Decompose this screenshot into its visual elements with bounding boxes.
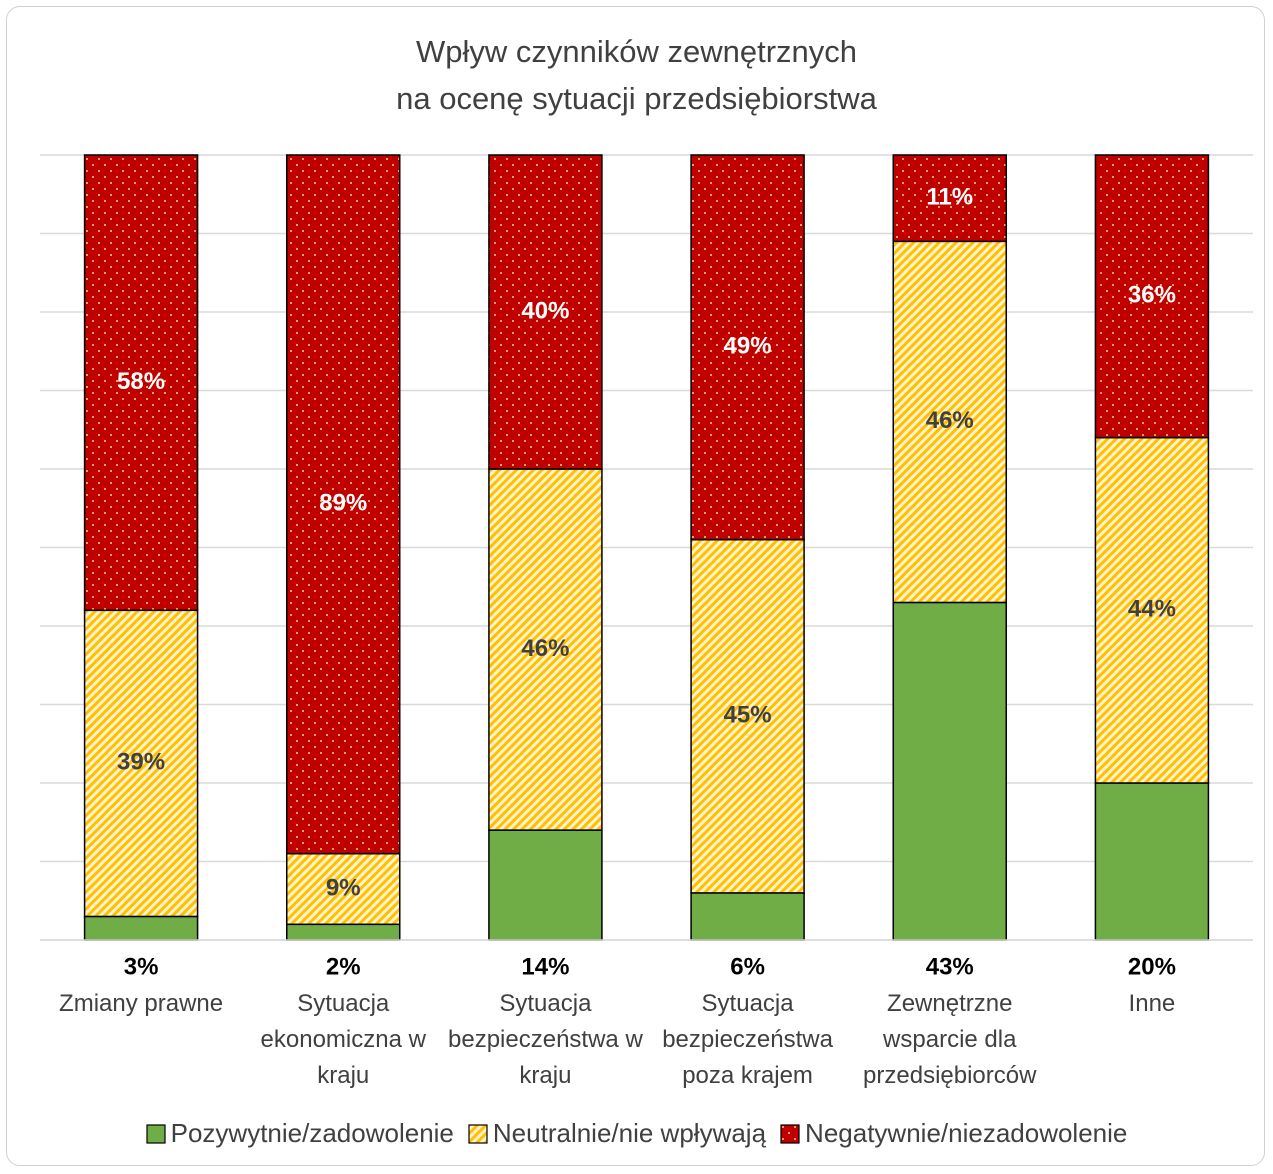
bar-segment (286, 852, 401, 926)
x-tick-label: Sytuacja bezpieczeństwa poza krajem (662, 990, 833, 1089)
value-label: 36% (1128, 282, 1176, 309)
legend-label: Neutralnie/nie wpływają (492, 1118, 767, 1148)
bar-segment (892, 240, 1007, 604)
legend-label: Negatywnie/niezadowolenie (805, 1118, 1128, 1148)
bar-segment (892, 601, 1007, 941)
value-label: 49% (724, 333, 772, 360)
chart-card (6, 6, 1265, 1166)
x-tick-label: Inne (1128, 990, 1176, 1017)
value-label: 14% (521, 953, 569, 980)
value-label: 44% (1128, 596, 1176, 623)
bar-segment (1094, 436, 1210, 784)
legend-label: Pozywytnie/zadowolenie (170, 1118, 454, 1148)
bar-segment (690, 538, 805, 894)
bar-segment (286, 923, 401, 941)
bar-segment (1094, 782, 1210, 941)
value-label: 9% (326, 874, 361, 901)
bar-segment (690, 154, 805, 541)
value-label: 45% (724, 702, 772, 729)
bar-segment (488, 468, 603, 831)
bar-segment (286, 154, 401, 855)
x-tick-label: Zmiany prawne (59, 990, 224, 1017)
legend-swatch (780, 1123, 800, 1144)
x-tick-label: Sytuacja ekonomiczna w kraju (260, 990, 426, 1089)
chart-title: Wpływ czynników zewnętrznych na ocenę sy… (396, 34, 877, 116)
value-label: 58% (117, 368, 165, 395)
x-tick-label: Zewnętrzne wsparcie dla przedsiębiorców (863, 990, 1037, 1089)
value-label: 3% (124, 953, 159, 980)
bar-segment (1094, 154, 1210, 439)
value-label: 11% (926, 184, 973, 211)
value-label: 40% (521, 297, 569, 324)
legend: Pozywytnie/zadowolenie Neutralnie/nie wpł… (0, 1118, 1273, 1149)
value-label: 20% (1128, 953, 1176, 980)
bar-segment (83, 609, 199, 918)
value-label: 6% (730, 953, 765, 980)
value-label: 2% (326, 953, 361, 980)
x-tick-label: Sytuacja bezpieczeństwa w kraju (448, 990, 643, 1089)
bar-segment (690, 892, 805, 941)
bar-segment (83, 154, 199, 612)
legend-item: Neutralnie/nie wpływają (468, 1118, 766, 1149)
bar-segment (488, 829, 603, 941)
value-label: 43% (926, 953, 974, 980)
legend-swatch (468, 1123, 488, 1144)
legend-swatch-rect (146, 1123, 166, 1144)
legend-swatch-rect (780, 1123, 800, 1144)
value-label: 46% (521, 635, 569, 662)
legend-item: Negatywnie/niezadowolenie (780, 1118, 1127, 1149)
value-label: 39% (117, 749, 165, 776)
legend-item: Pozywytnie/zadowolenie (146, 1118, 454, 1149)
value-label: 89% (319, 490, 367, 517)
legend-swatch (146, 1123, 166, 1144)
bar-segment (488, 154, 603, 470)
legend-swatch-rect (468, 1123, 488, 1144)
bar-segment (83, 915, 199, 941)
bar-segment (892, 154, 1007, 243)
value-label: 46% (926, 407, 974, 434)
